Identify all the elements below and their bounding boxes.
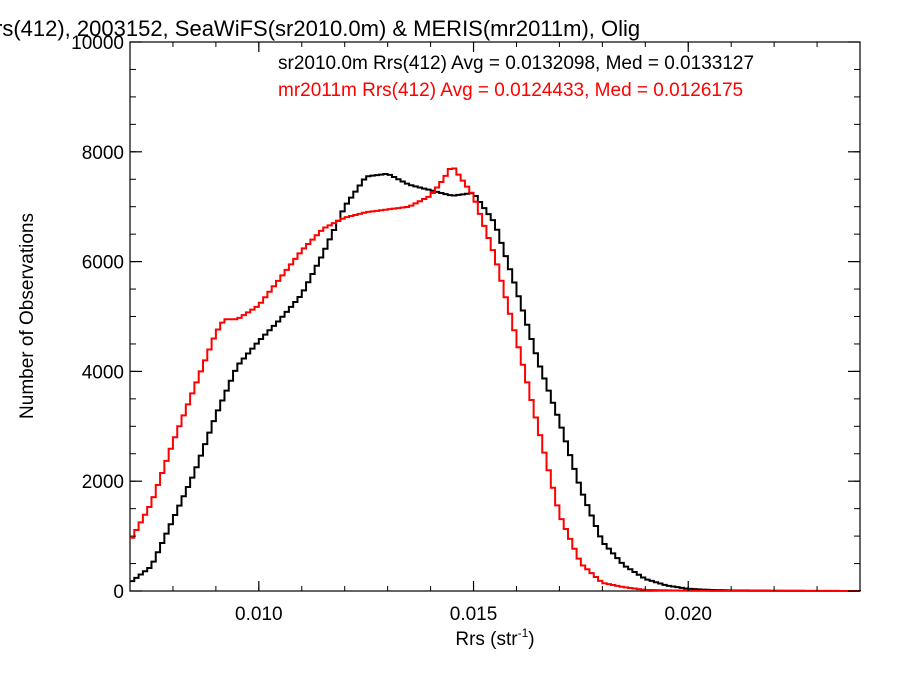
y-tick-label: 4000 [82,362,124,383]
y-tick-label: 6000 [82,253,124,274]
series-line-sr2010.0m [130,173,861,592]
x-axis-label: Rrs (str-1) [455,626,534,650]
x-tick-label: 0.015 [450,604,498,625]
series-layer [130,167,861,592]
legend-entry-mr2011: mr2011m Rrs(412) Avg = 0.0124433, Med = … [278,80,743,101]
plot-frame [129,41,861,592]
x-tick-label: 0.010 [235,604,283,625]
chart-title: rs(412), 2003152, SeaWiFS(sr2010.0m) & M… [0,16,640,41]
legend: sr2010.0m Rrs(412) Avg = 0.0132098, Med … [278,53,754,101]
y-tick-label: 8000 [82,143,124,164]
series-line-mr2011m [130,167,860,592]
y-axis-label: Number of Observations [17,213,38,419]
x-tick-label: 0.020 [664,604,712,625]
y-tick-label: 0 [113,582,124,603]
legend-entry-sr2010: sr2010.0m Rrs(412) Avg = 0.0132098, Med … [278,53,754,74]
y-tick-label: 2000 [82,472,124,493]
plot-area [129,41,861,592]
axes-layer: 0.010 0.015 0.020 0 2000 4000 6000 8000 10000 [71,33,861,625]
y-tick-label: 10000 [71,33,124,54]
